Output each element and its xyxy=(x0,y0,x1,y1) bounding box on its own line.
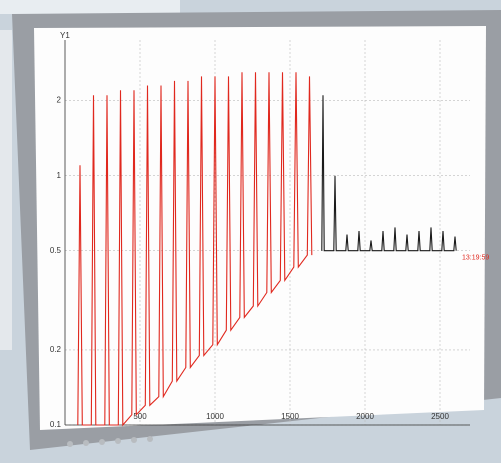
series-line xyxy=(77,72,313,427)
y-tick-label: 0.5 xyxy=(50,246,62,255)
x-tick-label: 1500 xyxy=(281,412,299,421)
series-line xyxy=(321,95,457,252)
y-tick-label: 2 xyxy=(57,96,62,105)
screen xyxy=(34,26,486,430)
y-tick-label: 0.2 xyxy=(50,345,62,354)
y-tick-label: 0.1 xyxy=(50,420,62,429)
y-axis-label: Y1 xyxy=(60,31,70,40)
annotation: 13:19:59 xyxy=(462,254,489,261)
back-window xyxy=(0,0,180,14)
back-window xyxy=(0,30,12,350)
x-tick-label: 1000 xyxy=(206,412,224,421)
y-tick-label: 1 xyxy=(57,171,62,180)
x-tick-label: 500 xyxy=(133,412,147,421)
buttons xyxy=(67,436,153,447)
x-tick-label: 2500 xyxy=(431,412,449,421)
x-tick-label: 2000 xyxy=(356,412,374,421)
